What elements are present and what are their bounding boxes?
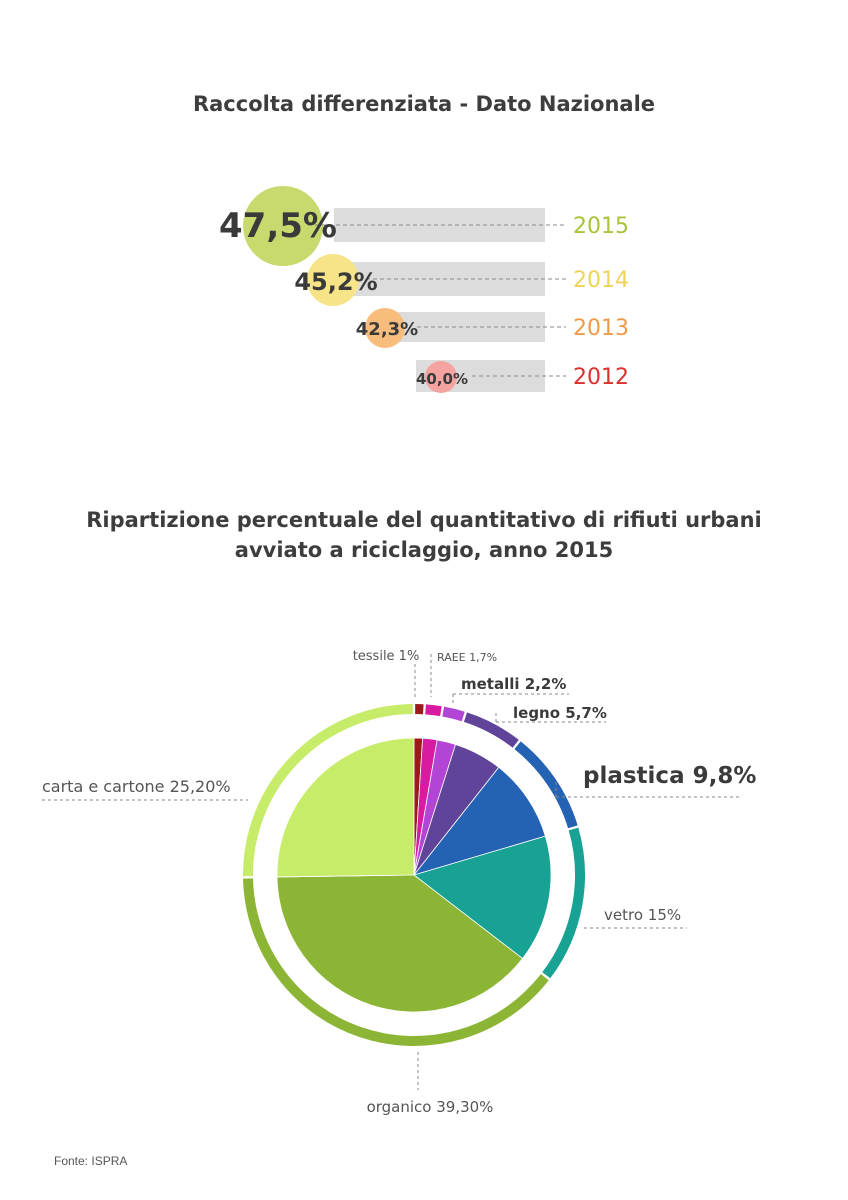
- slice-label-legno: legno 5,7%: [513, 704, 607, 722]
- bar-chart-title: Raccolta differenziata - Dato Nazionale: [192, 92, 656, 116]
- slice-label-carta: carta e cartone 25,20%: [42, 777, 231, 796]
- ring-arc-legno: [463, 712, 519, 748]
- slice-label-metalli: metalli 2,2%: [461, 675, 566, 693]
- year-label-2014: 2014: [573, 268, 629, 293]
- ring-arc-organico: [243, 878, 549, 1046]
- slice-label-RAEE: RAEE 1,7%: [437, 651, 497, 664]
- pie-slice-plastica: [412, 766, 546, 876]
- ring-arc-RAEE: [425, 704, 442, 717]
- pie-chart-title-line1: Ripartizione percentuale del quantitativ…: [86, 508, 762, 532]
- pie-slice-organico: [276, 874, 524, 1013]
- pie-slice-carta: [276, 737, 415, 878]
- bar-chart: 47,5% 2015 45,2% 2014 42,3% 2013 40,0% 2012: [219, 186, 629, 393]
- slice-label-vetro: vetro 15%: [604, 906, 681, 924]
- bubble-2012: [425, 361, 457, 393]
- slice-label-tessile: tessile 1%: [353, 649, 420, 664]
- year-label-2013: 2013: [573, 316, 629, 341]
- bar-2015: [334, 208, 545, 242]
- ring-arc-metalli: [442, 706, 465, 722]
- value-label-2014: 45,2%: [294, 268, 377, 296]
- bubble-2014: [307, 254, 359, 306]
- ring-arc-vetro: [542, 827, 585, 979]
- bubble-2015: [243, 186, 323, 266]
- ring-arc-carta: [243, 704, 413, 877]
- pie-chart: tessile 1% RAEE 1,7% metalli 2,2% legno 5,7…: [42, 649, 756, 1116]
- source-note: Fonte: ISPRA: [54, 1154, 128, 1168]
- bubble-2013: [365, 308, 405, 348]
- value-label-2015: 47,5%: [219, 206, 337, 246]
- pie-slice-vetro: [413, 835, 552, 960]
- year-label-2015: 2015: [573, 214, 629, 239]
- value-label-2012: 40,0%: [416, 370, 468, 388]
- year-label-2012: 2012: [573, 365, 629, 390]
- value-label-2013: 42,3%: [356, 319, 418, 340]
- slice-label-plastica: plastica 9,8%: [583, 763, 756, 789]
- slice-label-organico: organico 39,30%: [367, 1098, 494, 1116]
- ring-arc-plastica: [514, 741, 578, 829]
- pie-chart-title-line2: avviato a riciclaggio, anno 2015: [234, 538, 614, 562]
